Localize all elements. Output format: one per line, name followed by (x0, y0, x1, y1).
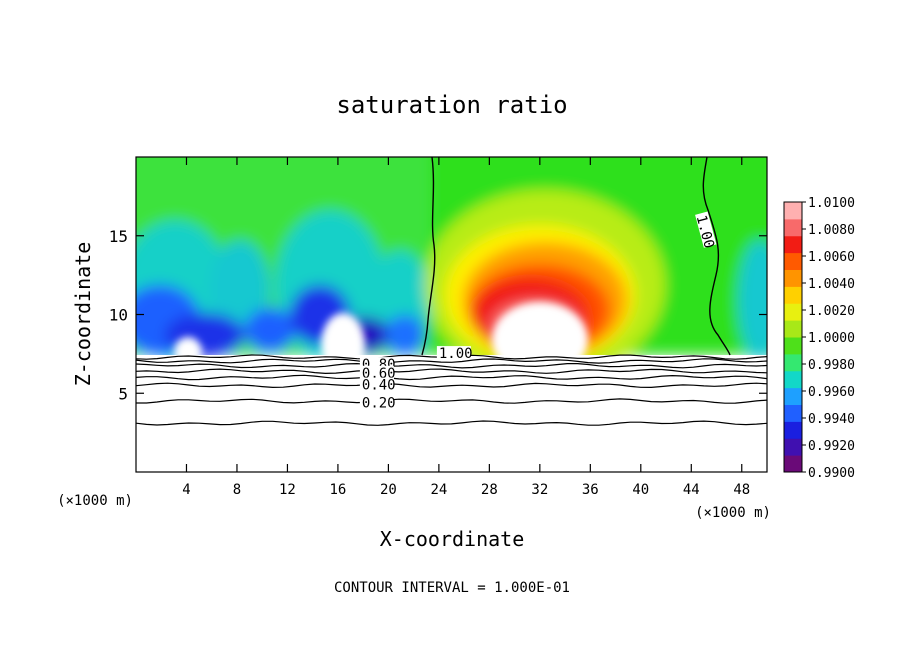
colorbar-swatch (784, 421, 802, 439)
x-tick-label: 4 (182, 482, 190, 498)
contour-label-bg (695, 211, 717, 248)
colorbar-swatch (784, 370, 802, 389)
contour-label: 1.00 (439, 346, 473, 362)
contour-label-bg (436, 346, 471, 360)
x-tick-label: 8 (233, 482, 241, 498)
ground-contour-line (136, 398, 767, 404)
plot-area (136, 157, 767, 472)
x-axis: 4 8 12 16 20 24 28 32 36 40 44 48 (182, 157, 750, 498)
ground-contour-line (136, 374, 767, 381)
y-axis-label: Z-coordinate (71, 242, 95, 387)
colorbar-label: 0.9940 (808, 412, 855, 427)
colorbar-label: 1.0100 (808, 196, 855, 211)
x-tick-label: 32 (531, 482, 548, 498)
y-axis: 5 10 15 (109, 227, 767, 403)
colorbar-swatch (784, 455, 802, 473)
colorbar: 1.0100 1.0080 1.0060 1.0040 1.0020 1.0000 0.99… (783, 196, 855, 481)
contour-interval-footer: CONTOUR INTERVAL = 1.000E-01 (334, 580, 570, 596)
x-tick-label: 36 (582, 482, 599, 498)
colorbar-swatch (784, 303, 802, 321)
colorbar-label: 1.0020 (808, 304, 855, 319)
contour-line-1.00-right (702, 157, 731, 356)
x-tick-label: 12 (279, 482, 296, 498)
colorbar-label: 1.0060 (808, 250, 855, 265)
contour-label-bg (359, 395, 394, 409)
ground-contour-line (136, 362, 767, 369)
y-tick-label: 5 (118, 384, 128, 403)
colorbar-swatch (784, 320, 802, 338)
colorbar-swatch (784, 404, 802, 422)
colorbar-swatch (784, 286, 802, 304)
contour-label: 0.40 (362, 378, 396, 394)
x-unit-label-left: (×1000 m) (57, 493, 133, 509)
x-tick-label: 16 (329, 482, 346, 498)
colorbar-label: 0.9960 (808, 385, 855, 400)
contour-label-bg (359, 377, 394, 391)
colorbar-label: 0.9920 (808, 439, 855, 454)
ground-region (136, 355, 767, 472)
x-unit-label-right: (×1000 m) (695, 505, 771, 521)
colorbar-swatch (784, 269, 802, 287)
field-blob (738, 240, 767, 360)
x-tick-label: 44 (683, 482, 700, 498)
colorbar-swatch (784, 337, 802, 355)
colorbar-swatch (784, 353, 802, 372)
contour-label: 0.20 (362, 396, 396, 412)
contour-line-1.00-left (421, 157, 436, 356)
colorbar-swatch (784, 387, 802, 406)
ground-contour-line (136, 382, 767, 389)
colorbar-swatch (784, 252, 802, 271)
y-tick-label: 10 (109, 306, 128, 325)
x-tick-label: 24 (430, 482, 447, 498)
colorbar-swatch (784, 235, 802, 254)
saturation-field (136, 157, 767, 380)
colorbar-label: 1.0040 (808, 277, 855, 292)
contour-label-bg (359, 365, 394, 379)
colorbar-label: 1.0000 (808, 331, 855, 346)
ground-contour-line (136, 420, 767, 426)
colorbar-label: 1.0080 (808, 223, 855, 238)
y-tick-label: 15 (109, 227, 128, 246)
colorbar-label: 0.9980 (808, 358, 855, 373)
x-axis-label: X-coordinate (380, 527, 525, 551)
colorbar-swatch (784, 202, 802, 220)
colorbar-swatch (784, 218, 802, 237)
colorbar-label: 0.9900 (808, 466, 855, 481)
ground-contour-line (136, 358, 767, 364)
field-blob (245, 308, 295, 352)
chart-title: saturation ratio (336, 91, 567, 119)
x-tick-label: 48 (733, 482, 750, 498)
x-tick-label: 20 (380, 482, 397, 498)
x-tick-label: 28 (481, 482, 498, 498)
ground-contour-line (136, 368, 767, 375)
field-blob (385, 315, 425, 355)
x-tick-label: 40 (632, 482, 649, 498)
colorbar-swatch (784, 438, 802, 456)
